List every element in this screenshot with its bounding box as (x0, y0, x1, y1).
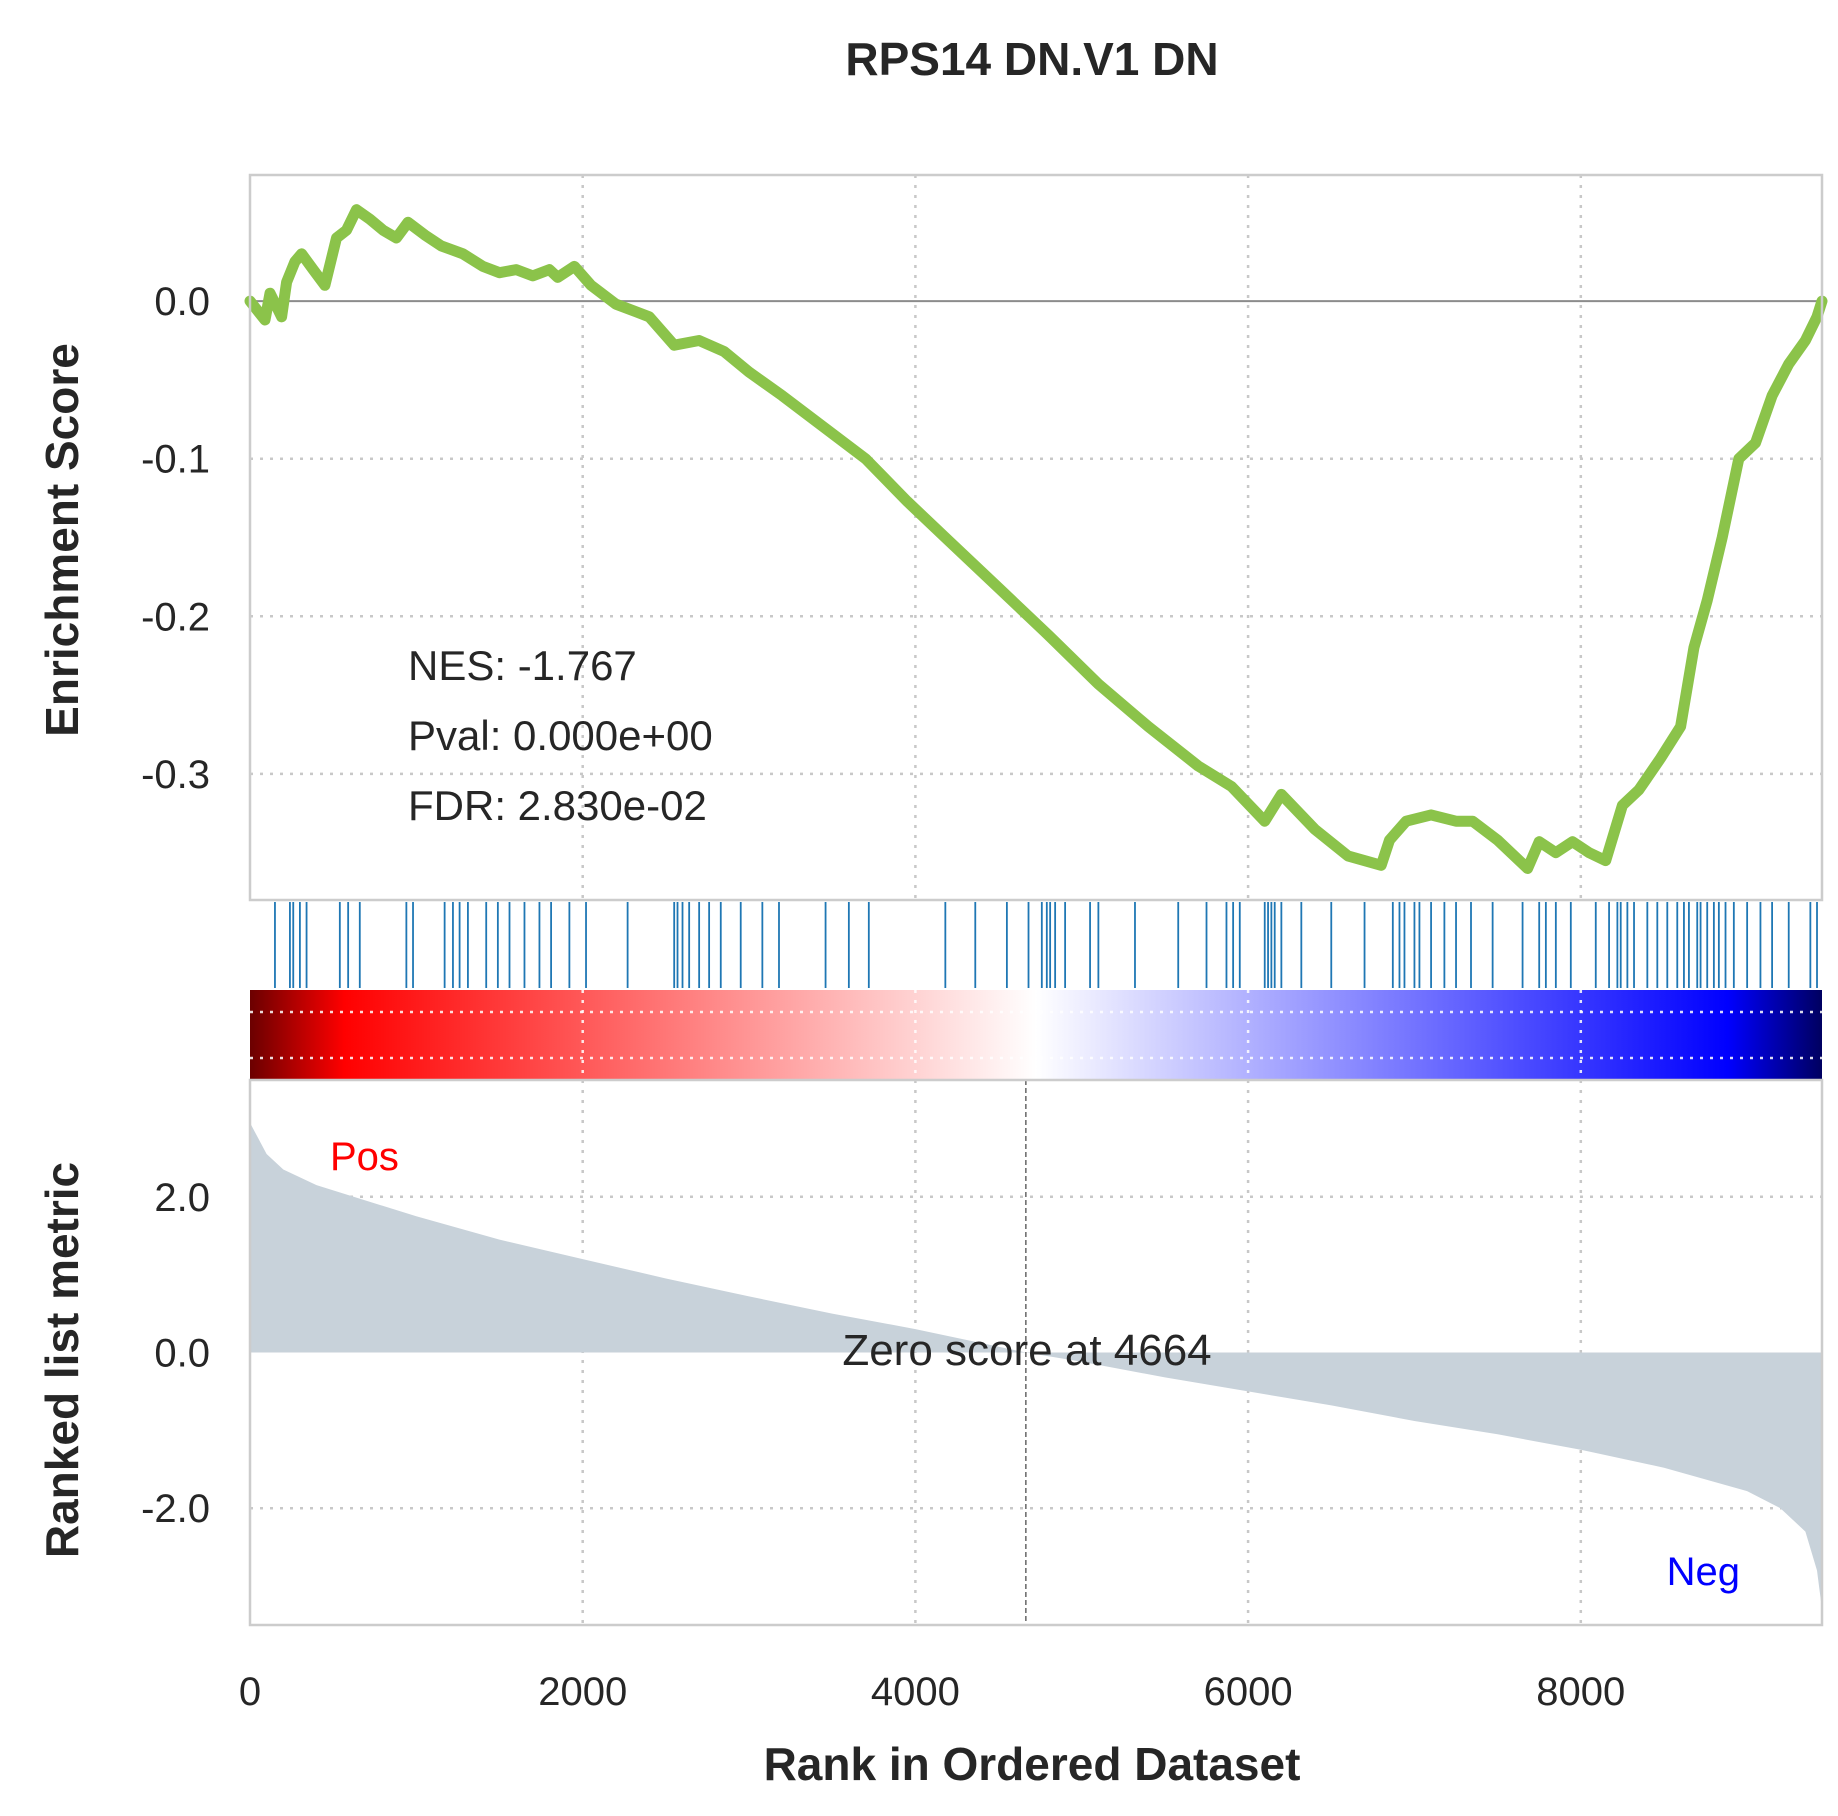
ranked-metric-frame (248, 1078, 1824, 1627)
enrichment-y-tick-label: -0.1 (141, 438, 210, 482)
x-tick-label: 8000 (1536, 1670, 1625, 1714)
pos-label: Pos (330, 1135, 399, 1179)
rank-colorbar (250, 990, 1822, 1080)
ranked-metric-y-axis-label: Ranked list metric (36, 1162, 88, 1558)
enrichment-y-tick-label: 0.0 (154, 280, 210, 324)
enrichment-score-line (244, 204, 1828, 874)
zero-score-label: Zero score at 4664 (842, 1326, 1211, 1375)
ranked-metric-y-tick-label: 2.0 (154, 1176, 210, 1220)
neg-label: Neg (1667, 1550, 1740, 1594)
x-tick-label: 6000 (1204, 1670, 1293, 1714)
enrichment-grid (250, 175, 1822, 900)
nes-stat: NES: -1.767 (408, 642, 637, 689)
enrichment-score-panel: 0.0 -0.1 -0.2 -0.3 NES: -1.767 Pval: 0.000e… (141, 173, 1828, 902)
x-tick-label: 4000 (871, 1670, 960, 1714)
pval-stat: Pval: 0.000e+00 (408, 712, 713, 759)
ranked-metric-y-tick-label: -2.0 (141, 1487, 210, 1531)
ranked-metric-y-ticks: 2.0 0.0 -2.0 (141, 1176, 210, 1531)
colorbar-grid (250, 990, 1822, 1080)
x-axis-ticks: 0 2000 4000 6000 8000 (239, 1670, 1625, 1714)
ranked-metric-panel: 2.0 0.0 -2.0 Pos Neg Zero score at 4664 (141, 1078, 1824, 1627)
rank-colorbar-gradient (250, 990, 1822, 1080)
enrichment-y-axis-label: Enrichment Score (36, 343, 88, 737)
x-axis-label: Rank in Ordered Dataset (764, 1738, 1301, 1790)
enrichment-y-ticks: 0.0 -0.1 -0.2 -0.3 (141, 280, 210, 797)
gene-hits-panel (250, 899, 1822, 988)
enrichment-y-tick-label: -0.2 (141, 595, 210, 639)
x-tick-label: 0 (239, 1670, 261, 1714)
fdr-stat: FDR: 2.830e-02 (408, 782, 707, 829)
enrichment-y-tick-label: -0.3 (141, 753, 210, 797)
chart-title: RPS14 DN.V1 DN (845, 33, 1218, 85)
ranked-metric-y-tick-label: 0.0 (154, 1332, 210, 1376)
x-tick-label: 2000 (538, 1670, 627, 1714)
ranked-metric-area (250, 1122, 1822, 1610)
